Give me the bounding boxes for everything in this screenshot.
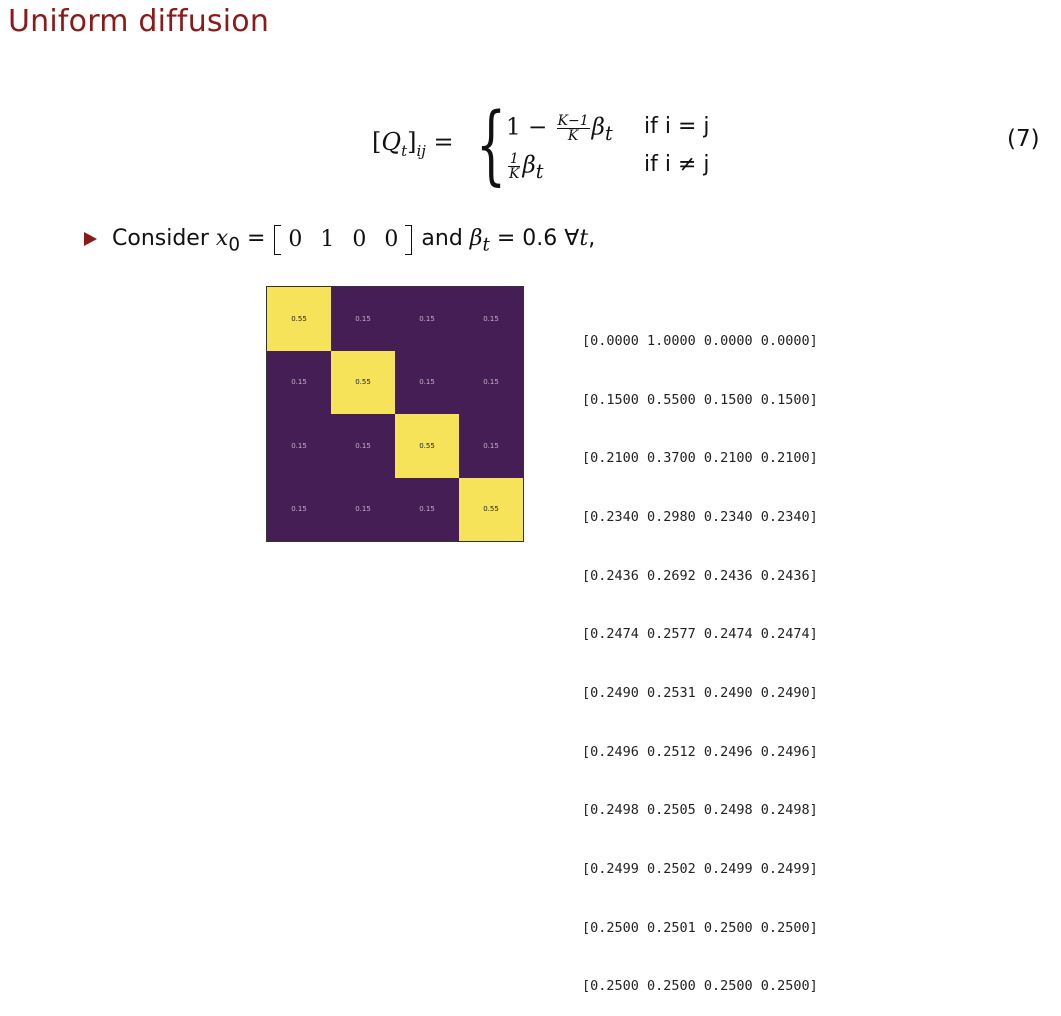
heatmap-cell: 0.15 xyxy=(459,350,523,414)
triangle-bullet-icon xyxy=(84,232,97,246)
bullet-t: t xyxy=(579,226,589,251)
case-diagonal-condition: if i = j xyxy=(644,114,710,139)
case1-beta-sub: t xyxy=(604,122,613,146)
heatmap-cell: 0.15 xyxy=(395,287,459,351)
matrix-row: [0.2474 0.2577 0.2474 0.2474] xyxy=(582,626,818,643)
vector-entry: 1 xyxy=(320,227,335,252)
bullet-beta-sub: t xyxy=(482,234,490,256)
case-offdiagonal-condition: if i ≠ j xyxy=(644,152,710,177)
heatmap-cell: 0.15 xyxy=(395,477,459,541)
lhs-ij: ij xyxy=(416,141,426,160)
heatmap-cell: 0.15 xyxy=(331,414,395,478)
case2-beta-sub: t xyxy=(535,160,544,184)
case1-prefix: 1 − xyxy=(506,114,555,141)
heatmap-cell: 0.55 xyxy=(395,414,459,478)
heatmap-cell: 0.15 xyxy=(267,350,331,414)
bullet-end: , xyxy=(588,226,596,251)
slide-title: Uniform diffusion xyxy=(8,4,270,39)
case1-frac-den: K xyxy=(567,128,579,144)
cases-brace: { xyxy=(476,95,507,195)
equation-number: (7) xyxy=(1007,126,1040,152)
case2-frac-den: K xyxy=(509,166,520,182)
matrix-row: [0.2499 0.2502 0.2499 0.2499] xyxy=(582,860,818,877)
case1-frac-num: K−1 xyxy=(556,113,590,129)
heatmap-cell: 0.15 xyxy=(459,287,523,351)
heatmap-cell: 0.15 xyxy=(267,477,331,541)
heatmap-cell: 0.15 xyxy=(395,350,459,414)
matrix-row: [0.1500 0.5500 0.1500 0.1500] xyxy=(582,391,818,408)
matrix-row: [0.2500 0.2500 0.2500 0.2500] xyxy=(582,978,818,995)
case2-frac-num: 1 xyxy=(508,151,521,167)
heatmap-cell: 0.15 xyxy=(459,414,523,478)
heatmap-cell: 0.55 xyxy=(267,287,331,351)
matrix-row: [0.2100 0.3700 0.2100 0.2100] xyxy=(582,450,818,467)
lhs-bracket-open: [ xyxy=(372,128,382,156)
matrix-row: [0.2498 0.2505 0.2498 0.2498] xyxy=(582,802,818,819)
bullet-x-sub: 0 xyxy=(228,234,240,256)
heatmap-cell: 0.55 xyxy=(459,477,523,541)
heatmap-cell: 0.15 xyxy=(267,414,331,478)
bullet-middle: and xyxy=(414,226,470,251)
matrix-row: [0.2496 0.2512 0.2496 0.2496] xyxy=(582,743,818,760)
heatmap-cell: 0.55 xyxy=(331,350,395,414)
transition-matrix-heatmap: 0.55 0.15 0.15 0.15 0.15 0.55 0.15 0.15 … xyxy=(266,286,524,542)
lhs-bracket-close: ] xyxy=(407,128,417,156)
lhs-Q: Q xyxy=(381,128,402,156)
bullet-equals: = xyxy=(239,226,273,251)
matrix-row: [0.0000 1.0000 0.0000 0.0000] xyxy=(582,333,818,350)
case1-beta: β xyxy=(591,114,605,141)
matrix-row: [0.2436 0.2692 0.2436 0.2436] xyxy=(582,567,818,584)
lhs-equals: = xyxy=(425,128,454,156)
matrix-row: [0.2500 0.2501 0.2500 0.2500] xyxy=(582,919,818,936)
case2-beta: β xyxy=(522,152,536,179)
matrix-row: [0.2490 0.2531 0.2490 0.2490] xyxy=(582,684,818,701)
diffusion-output-matrix: [0.0000 1.0000 0.0000 0.0000] [0.1500 0.… xyxy=(582,293,818,1016)
case1-fraction: K−1 K xyxy=(556,113,590,144)
heatmap-cell: 0.15 xyxy=(331,287,395,351)
vector-entry: 0 xyxy=(384,227,399,252)
bullet-suffix: = 0.6 ∀ xyxy=(489,226,580,251)
vector-entry: 0 xyxy=(352,227,367,252)
bullet-beta: β xyxy=(469,226,483,251)
vector-entry: 0 xyxy=(288,227,303,252)
heatmap-cell: 0.15 xyxy=(331,477,395,541)
lhs-t: t xyxy=(401,141,408,160)
bullet-x: x xyxy=(215,226,229,251)
matrix-row: [0.2340 0.2980 0.2340 0.2340] xyxy=(582,509,818,526)
bullet-prefix: Consider xyxy=(112,226,216,251)
equation-lhs: [Qt]ij = xyxy=(372,128,454,160)
